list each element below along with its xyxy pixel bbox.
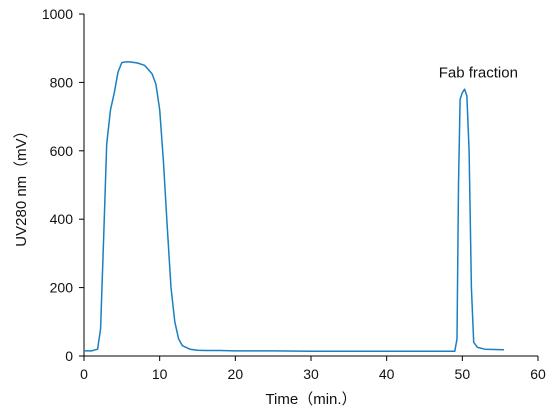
x-tick-label: 0 (80, 366, 88, 382)
y-axis-ticks: 0 200 400 600 800 1000 (42, 6, 84, 364)
x-tick-label: 40 (379, 366, 395, 382)
x-tick-label: 30 (303, 366, 319, 382)
y-tick-label: 400 (50, 211, 74, 227)
x-tick-label: 20 (228, 366, 244, 382)
fab-fraction-annotation: Fab fraction (439, 64, 518, 81)
y-tick-label: 200 (50, 280, 74, 296)
x-tick-label: 60 (530, 366, 546, 382)
y-axis-title: UV280 nm（mV） (13, 123, 30, 246)
uv280-trace-line (84, 61, 505, 352)
y-tick-label: 800 (50, 74, 74, 90)
y-tick-label: 600 (50, 143, 74, 159)
x-tick-label: 10 (152, 366, 168, 382)
y-tick-label: 0 (65, 348, 73, 364)
x-axis-title: Time（min.） (265, 391, 356, 408)
x-axis-ticks: 0 10 20 30 40 50 60 (80, 356, 546, 382)
x-tick-label: 50 (455, 366, 471, 382)
y-tick-label: 1000 (42, 6, 73, 22)
